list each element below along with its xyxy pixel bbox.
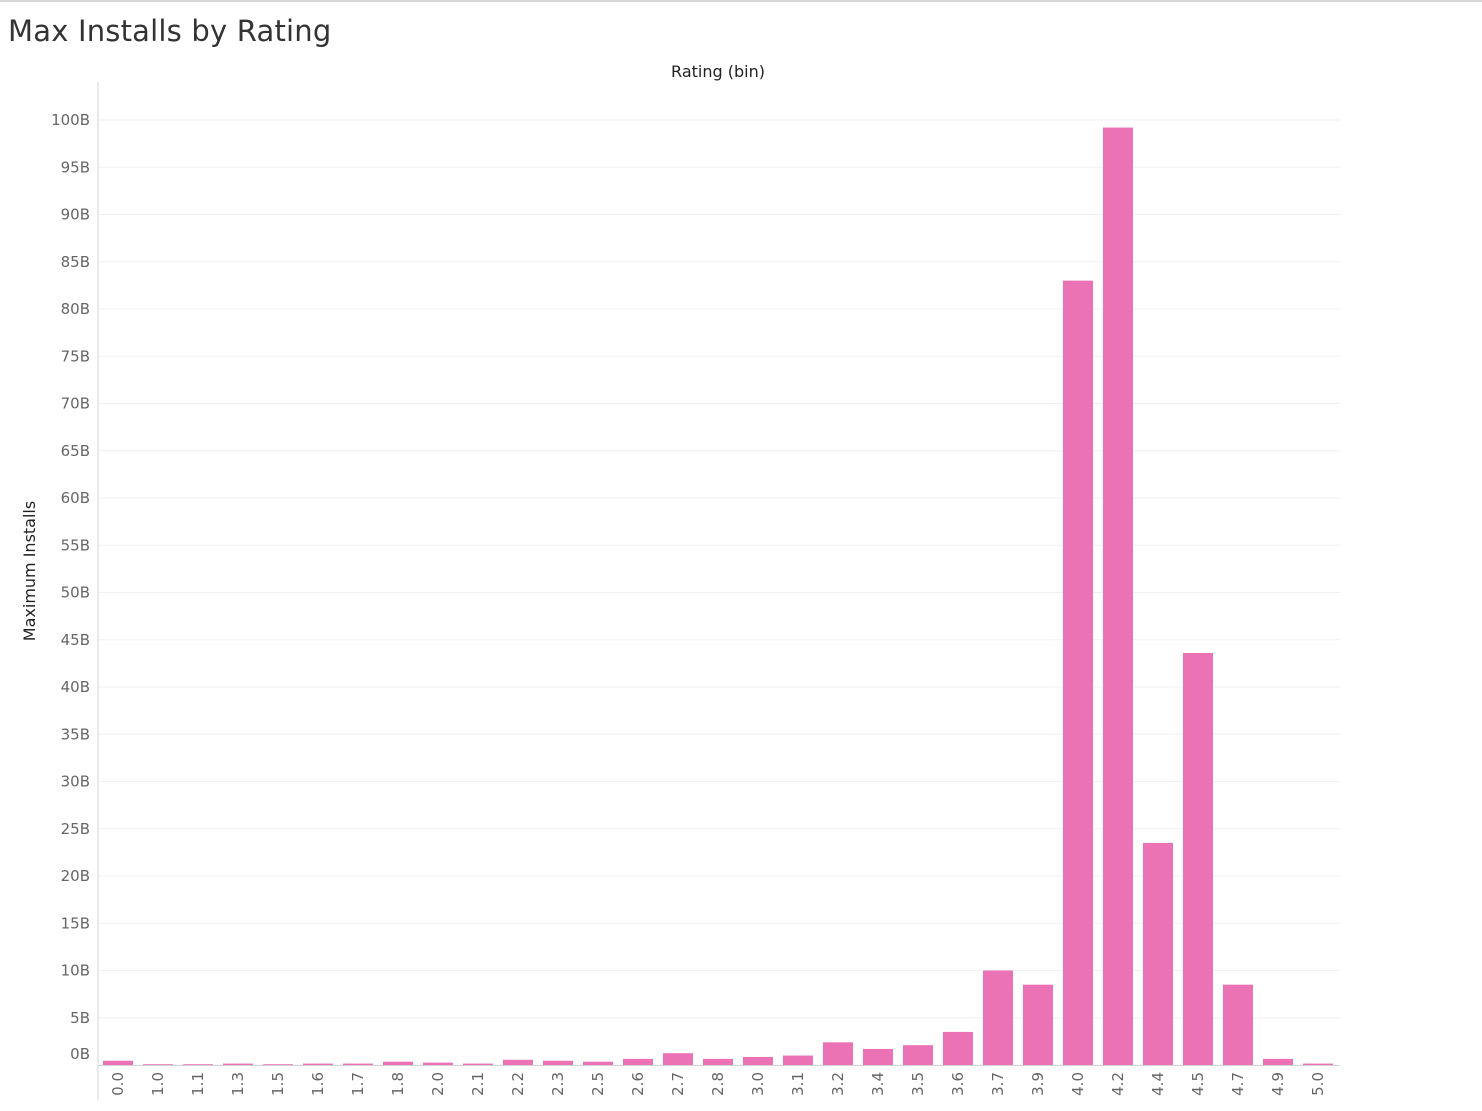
- bar-rating-1.1[interactable]: [183, 1064, 213, 1065]
- x-tick-label: 1.7: [349, 1072, 367, 1096]
- x-tick-label: 2.1: [469, 1072, 487, 1096]
- bar-rating-1.5[interactable]: [263, 1064, 293, 1065]
- bar-rating-1.6[interactable]: [303, 1063, 333, 1065]
- bar-rating-3.0[interactable]: [743, 1056, 773, 1065]
- bar-rating-3.4[interactable]: [863, 1048, 893, 1065]
- y-axis-ticks: 0B 5B 10B 15B 20B 25B 30B 35B 40B 45B 50B 55B 60B 65B…: [51, 111, 90, 1063]
- x-tick-label: 4.9: [1269, 1072, 1287, 1096]
- x-tick-label: 3.5: [909, 1072, 927, 1096]
- bar-rating-1.7[interactable]: [343, 1063, 373, 1065]
- x-tick-label: 2.8: [709, 1072, 727, 1096]
- x-tick-label: 3.9: [1029, 1072, 1047, 1096]
- y-tick-label: 25B: [61, 820, 90, 838]
- bar-rating-1.0[interactable]: [143, 1064, 173, 1065]
- bar-rating-1.8[interactable]: [383, 1061, 413, 1065]
- y-tick-label: 70B: [61, 395, 90, 413]
- x-tick-label: 1.8: [389, 1072, 407, 1096]
- bar-rating-2.8[interactable]: [703, 1058, 733, 1065]
- y-tick-label: 55B: [61, 536, 90, 554]
- y-tick-label: 20B: [61, 867, 90, 885]
- x-tick-label: 1.6: [309, 1072, 327, 1096]
- x-tick-label: 3.0: [749, 1072, 767, 1096]
- y-tick-label: 5B: [70, 1009, 90, 1027]
- y-tick-label: 15B: [61, 914, 90, 932]
- bar-rating-3.9[interactable]: [1023, 984, 1053, 1065]
- bar-rating-2.1[interactable]: [463, 1063, 493, 1065]
- x-tick-label: 1.3: [229, 1072, 247, 1096]
- y-tick-label: 40B: [61, 678, 90, 696]
- bar-rating-3.5[interactable]: [903, 1045, 933, 1065]
- bar-rating-2.3[interactable]: [543, 1060, 573, 1065]
- x-tick-label: 2.5: [589, 1072, 607, 1096]
- y-tick-label: 75B: [61, 347, 90, 365]
- bar-rating-2.7[interactable]: [663, 1053, 693, 1065]
- y-tick-label: 0B: [70, 1045, 90, 1063]
- x-tick-label: 4.7: [1229, 1072, 1247, 1096]
- y-tick-label: 90B: [61, 206, 90, 224]
- x-tick-label: 2.0: [429, 1072, 447, 1096]
- bar-rating-2.0[interactable]: [423, 1062, 453, 1065]
- x-axis-ticks: 0.0 1.0 1.1 1.3 1.5 1.6 1.7 1.8 2.0 2.1 2.2 2.3 2.5 2…: [109, 1072, 1327, 1096]
- x-tick-label: 4.2: [1109, 1072, 1127, 1096]
- x-tick-label: 2.7: [669, 1072, 687, 1096]
- top-divider: [0, 0, 1482, 2]
- bar-rating-4.7[interactable]: [1223, 984, 1253, 1065]
- x-tick-label: 3.1: [789, 1072, 807, 1096]
- bars: [103, 127, 1333, 1066]
- y-tick-label: 80B: [61, 300, 90, 318]
- bar-rating-2.6[interactable]: [623, 1058, 653, 1065]
- bar-rating-0.0[interactable]: [103, 1060, 133, 1065]
- y-tick-label: 60B: [61, 489, 90, 507]
- y-tick-label: 95B: [61, 158, 90, 176]
- bar-rating-4.5[interactable]: [1183, 652, 1213, 1065]
- x-tick-label: 4.0: [1069, 1072, 1087, 1096]
- y-tick-label: 45B: [61, 631, 90, 649]
- y-tick-label: 30B: [61, 773, 90, 791]
- bar-rating-4.9[interactable]: [1263, 1058, 1293, 1065]
- y-tick-label: 35B: [61, 725, 90, 743]
- x-tick-label: 2.2: [509, 1072, 527, 1096]
- bar-rating-4.2[interactable]: [1103, 127, 1133, 1065]
- x-tick-label: 2.3: [549, 1072, 567, 1096]
- x-tick-label: 3.6: [949, 1072, 967, 1096]
- y-tick-label: 65B: [61, 442, 90, 460]
- bar-rating-3.1[interactable]: [783, 1055, 813, 1065]
- y-tick-label: 85B: [61, 253, 90, 271]
- y-tick-label: 50B: [61, 584, 90, 602]
- y-tick-label: 100B: [51, 111, 90, 129]
- x-tick-label: 3.2: [829, 1072, 847, 1096]
- x-tick-label: 3.7: [989, 1072, 1007, 1096]
- x-tick-label: 1.1: [189, 1072, 207, 1096]
- x-tick-label: 4.5: [1189, 1072, 1207, 1096]
- x-tick-label: 3.4: [869, 1072, 887, 1096]
- bar-rating-3.2[interactable]: [823, 1042, 853, 1065]
- bar-rating-2.2[interactable]: [503, 1059, 533, 1065]
- bar-rating-3.6[interactable]: [943, 1031, 973, 1065]
- x-axis-title: Rating (bin): [671, 62, 765, 81]
- chart-title: Max Installs by Rating: [8, 14, 332, 48]
- bar-rating-4.4[interactable]: [1143, 842, 1173, 1065]
- x-tick-label: 0.0: [109, 1072, 127, 1096]
- y-axis-title: Maximum Installs: [20, 501, 39, 641]
- bar-rating-3.7[interactable]: [983, 970, 1013, 1066]
- bar-rating-1.3[interactable]: [223, 1063, 253, 1065]
- x-tick-label: 4.4: [1149, 1072, 1167, 1096]
- x-tick-label: 1.5: [269, 1072, 287, 1096]
- bar-rating-2.5[interactable]: [583, 1061, 613, 1065]
- x-tick-label: 2.6: [629, 1072, 647, 1096]
- y-tick-label: 10B: [61, 962, 90, 980]
- x-tick-label: 1.0: [149, 1072, 167, 1096]
- x-tick-label: 5.0: [1309, 1072, 1327, 1096]
- bar-rating-4.0[interactable]: [1063, 280, 1093, 1065]
- bar-rating-5.0[interactable]: [1303, 1063, 1333, 1065]
